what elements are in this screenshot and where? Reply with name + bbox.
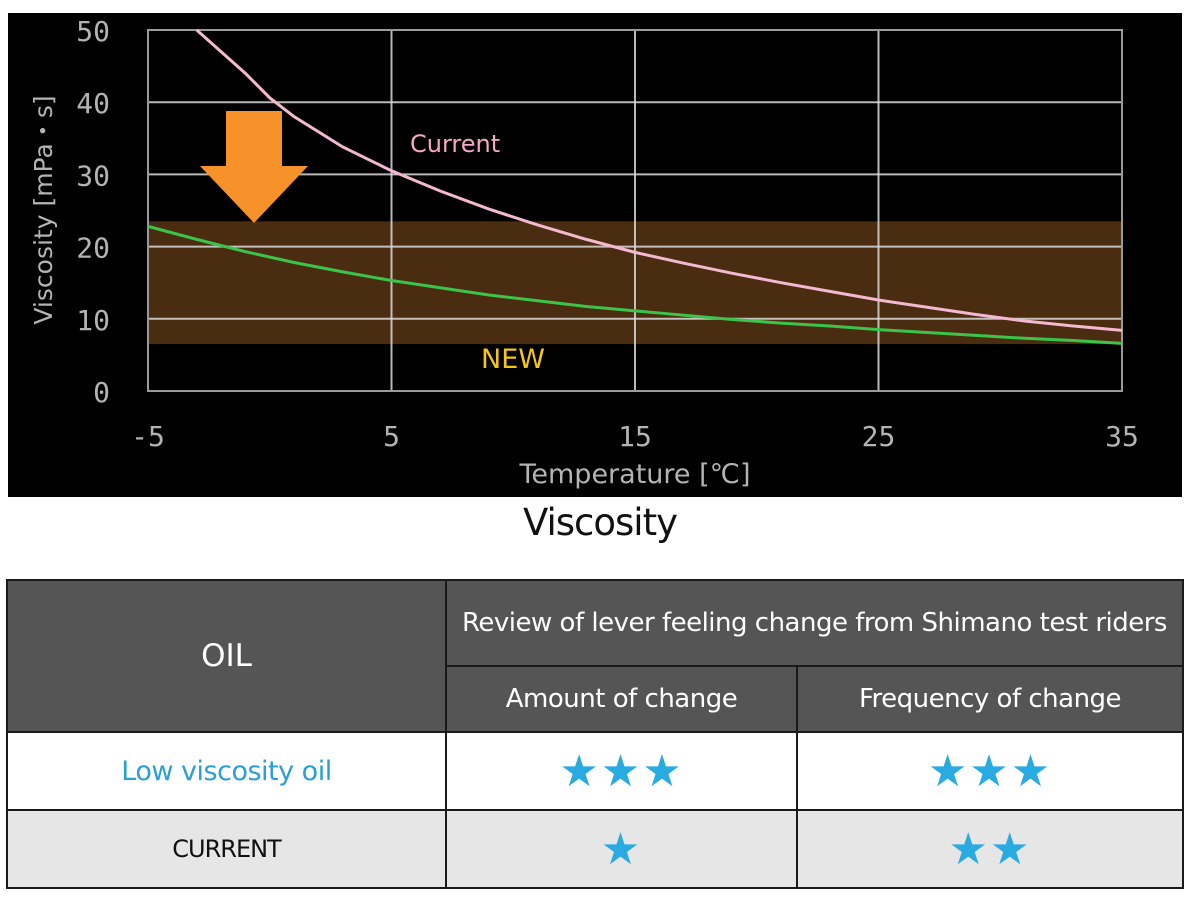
table-row: Low viscosity oil ★★★ ★★★ bbox=[6, 731, 1184, 811]
x-tick-label: 35 bbox=[1105, 420, 1139, 453]
current-series-line bbox=[195, 28, 1123, 332]
new-series-line bbox=[147, 224, 1123, 345]
frequency-star-rating: ★★★ bbox=[796, 731, 1184, 811]
y-tick-label: 30 bbox=[76, 159, 110, 192]
amount-of-change-header: Amount of change bbox=[445, 665, 798, 733]
oil-column-header: OIL bbox=[6, 579, 447, 733]
frequency-of-change-header: Frequency of change bbox=[796, 665, 1184, 733]
chart-caption: Viscosity bbox=[523, 501, 678, 544]
amount-star-rating: ★★★ bbox=[445, 731, 798, 811]
x-tick-label: 15 bbox=[618, 420, 652, 453]
oil-name-cell: Low viscosity oil bbox=[6, 731, 447, 811]
x-tick-label: 5 bbox=[383, 420, 400, 453]
oil-review-table: OIL Review of lever feeling change from … bbox=[6, 579, 1184, 889]
x-axis-title: Temperature [℃] bbox=[518, 459, 750, 490]
down-arrow-icon bbox=[200, 111, 308, 223]
current-series-label: Current bbox=[410, 130, 500, 158]
amount-star-rating: ★ bbox=[445, 809, 798, 889]
y-tick-label: 0 bbox=[93, 376, 110, 409]
x-tick-label: 25 bbox=[862, 420, 896, 453]
y-tick-label: 40 bbox=[76, 87, 110, 120]
plot-frame bbox=[147, 29, 1123, 392]
viscosity-chart-panel: 0 10 20 30 40 50 -5 5 15 25 35 Temperature [℃] Visco… bbox=[8, 13, 1182, 497]
table-row: CURRENT ★ ★★ bbox=[6, 809, 1184, 889]
oil-name-cell: CURRENT bbox=[6, 809, 447, 889]
new-series-label: NEW bbox=[481, 344, 545, 375]
y-tick-label: 10 bbox=[76, 304, 110, 337]
review-header: Review of lever feeling change from Shim… bbox=[445, 579, 1184, 667]
y-tick-label: 50 bbox=[76, 15, 110, 48]
viscosity-chart: 0 10 20 30 40 50 -5 5 15 25 35 Temperature [℃] Visco… bbox=[29, 15, 1139, 490]
frequency-star-rating: ★★ bbox=[796, 809, 1184, 889]
y-axis-title: Viscosity [mPa・s] bbox=[29, 95, 58, 324]
x-tick-label: -5 bbox=[131, 420, 165, 453]
y-tick-label: 20 bbox=[76, 232, 110, 265]
